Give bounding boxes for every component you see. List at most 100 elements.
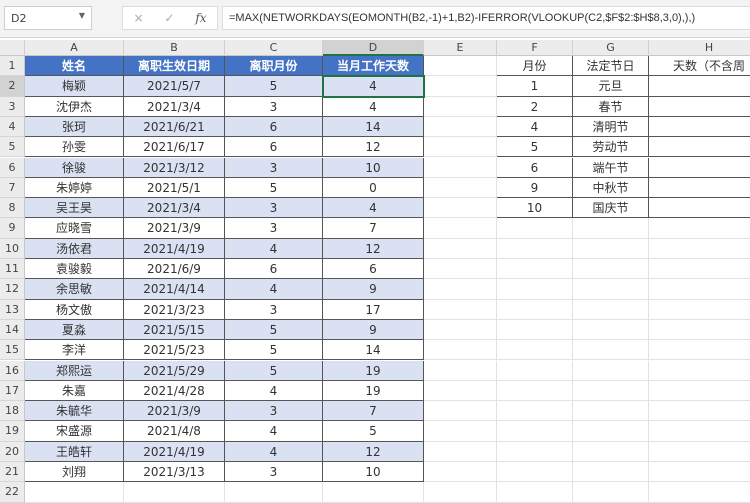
- cell[interactable]: [424, 421, 497, 442]
- holiday-header[interactable]: 月份: [497, 56, 573, 77]
- table-cell[interactable]: 王皓轩: [25, 441, 124, 462]
- cell[interactable]: [424, 96, 497, 117]
- enter-icon[interactable]: ✓: [164, 11, 175, 25]
- table-cell[interactable]: 5: [225, 76, 323, 97]
- cell[interactable]: [424, 380, 497, 402]
- table-cell[interactable]: 4: [225, 238, 323, 259]
- cell[interactable]: [649, 279, 750, 300]
- cell[interactable]: [573, 238, 649, 259]
- table-cell[interactable]: 4: [323, 198, 424, 219]
- table-cell[interactable]: 2021/6/9: [124, 259, 225, 280]
- cell[interactable]: [649, 320, 750, 341]
- table-cell[interactable]: 宋盛源: [25, 421, 124, 442]
- table-cell[interactable]: 2021/3/9: [124, 218, 225, 239]
- holiday-cell[interactable]: 10: [497, 198, 573, 219]
- table-cell[interactable]: 2021/4/28: [124, 380, 225, 402]
- holiday-cell[interactable]: 1: [497, 76, 573, 97]
- table-cell[interactable]: 3: [225, 157, 323, 178]
- cell[interactable]: [497, 259, 573, 280]
- table-cell[interactable]: 0: [323, 177, 424, 199]
- row-header-14[interactable]: 14: [0, 319, 25, 341]
- cell[interactable]: [424, 401, 497, 422]
- cell[interactable]: [573, 360, 649, 381]
- cell[interactable]: [497, 360, 573, 381]
- holiday-cell[interactable]: 3: [649, 97, 750, 117]
- cell[interactable]: [649, 401, 750, 422]
- cell[interactable]: [424, 76, 497, 97]
- cell[interactable]: [497, 462, 573, 483]
- formula-input[interactable]: =MAX(NETWORKDAYS(EOMONTH(B2,-1)+1,B2)-IF…: [222, 6, 750, 30]
- holiday-header[interactable]: 法定节日: [573, 56, 649, 77]
- table-cell[interactable]: 2021/5/7: [124, 76, 225, 97]
- table-cell[interactable]: 12: [323, 137, 424, 158]
- column-header-A[interactable]: A: [25, 40, 124, 56]
- table-cell[interactable]: 5: [225, 360, 323, 381]
- row-header-21[interactable]: 21: [0, 462, 25, 483]
- cell[interactable]: [424, 116, 497, 138]
- table-cell[interactable]: 3: [225, 401, 323, 422]
- table-cell[interactable]: 夏淼: [25, 319, 124, 341]
- cell[interactable]: [497, 441, 573, 462]
- column-header-G[interactable]: G: [573, 40, 649, 56]
- cell[interactable]: [649, 462, 750, 483]
- column-header-C[interactable]: C: [225, 40, 323, 56]
- table-cell[interactable]: 4: [225, 380, 323, 402]
- table-cell[interactable]: 2021/6/21: [124, 116, 225, 138]
- table-cell[interactable]: 朱毓华: [25, 401, 124, 422]
- select-all-corner[interactable]: [0, 40, 25, 56]
- table-cell[interactable]: 9: [323, 319, 424, 341]
- table-cell[interactable]: 5: [225, 319, 323, 341]
- cell[interactable]: [649, 300, 750, 320]
- column-header-F[interactable]: F: [497, 40, 573, 56]
- table-cell[interactable]: 徐骏: [25, 157, 124, 178]
- row-header-11[interactable]: 11: [0, 259, 25, 280]
- holiday-cell[interactable]: 2: [497, 96, 573, 117]
- row-header-19[interactable]: 19: [0, 421, 25, 442]
- table-cell[interactable]: 汤依君: [25, 238, 124, 259]
- cell[interactable]: [497, 238, 573, 259]
- table-cell[interactable]: 应晓雪: [25, 218, 124, 239]
- cell[interactable]: [424, 279, 497, 300]
- column-header-E[interactable]: E: [424, 40, 497, 56]
- table-cell[interactable]: 刘翔: [25, 462, 124, 483]
- cell[interactable]: [573, 319, 649, 341]
- table-cell[interactable]: 5: [323, 421, 424, 442]
- cell[interactable]: [573, 401, 649, 422]
- table-header[interactable]: 离职生效日期: [124, 56, 225, 77]
- table-cell[interactable]: 2021/5/29: [124, 360, 225, 381]
- table-cell[interactable]: 6: [225, 259, 323, 280]
- table-cell[interactable]: 4: [323, 76, 424, 97]
- table-cell[interactable]: 12: [323, 238, 424, 259]
- table-cell[interactable]: 张珂: [25, 116, 124, 138]
- table-cell[interactable]: 2021/4/19: [124, 238, 225, 259]
- holiday-cell[interactable]: 1: [649, 178, 750, 199]
- cell[interactable]: [497, 218, 573, 239]
- table-cell[interactable]: 19: [323, 360, 424, 381]
- table-cell[interactable]: 10: [323, 462, 424, 483]
- cell[interactable]: [424, 340, 497, 361]
- row-header-5[interactable]: 5: [0, 137, 25, 158]
- cell[interactable]: [497, 380, 573, 402]
- table-cell[interactable]: 3: [225, 198, 323, 219]
- table-cell[interactable]: 7: [323, 218, 424, 239]
- cell[interactable]: [573, 421, 649, 442]
- row-header-17[interactable]: 17: [0, 380, 25, 402]
- table-cell[interactable]: 6: [225, 137, 323, 158]
- cell[interactable]: [497, 340, 573, 361]
- table-cell[interactable]: 2021/3/12: [124, 157, 225, 178]
- table-cell[interactable]: 14: [323, 116, 424, 138]
- table-header[interactable]: 姓名: [25, 56, 124, 77]
- table-cell[interactable]: 孙雯: [25, 137, 124, 158]
- table-cell[interactable]: 李洋: [25, 340, 124, 361]
- cell[interactable]: [649, 421, 750, 442]
- table-cell[interactable]: 2021/5/15: [124, 319, 225, 341]
- name-box[interactable]: D2 ▼: [4, 6, 92, 30]
- column-header-D[interactable]: D: [323, 40, 424, 56]
- table-cell[interactable]: 19: [323, 380, 424, 402]
- table-cell[interactable]: 3: [225, 96, 323, 117]
- cell[interactable]: [424, 56, 497, 77]
- cell[interactable]: [424, 157, 497, 178]
- table-cell[interactable]: 沈伊杰: [25, 96, 124, 117]
- row-header-6[interactable]: 6: [0, 157, 25, 178]
- table-cell[interactable]: 杨文傲: [25, 299, 124, 320]
